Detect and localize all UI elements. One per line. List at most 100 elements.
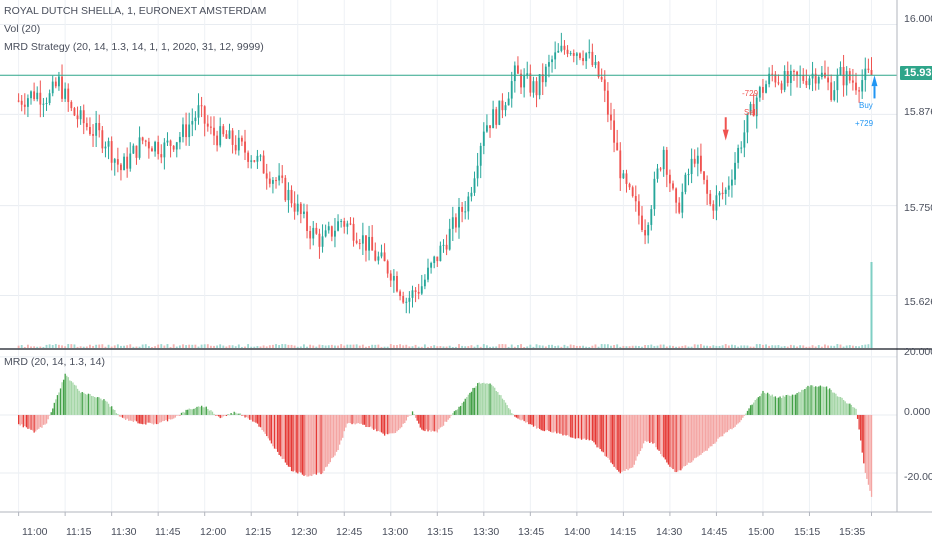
mrd-histogram-bar	[765, 393, 767, 415]
volume-bar	[182, 344, 184, 348]
volume-bar	[501, 344, 504, 348]
mrd-histogram-bar	[176, 414, 178, 416]
mrd-histogram-bar	[785, 395, 787, 415]
candle-body	[160, 154, 163, 158]
mrd-histogram-bar	[441, 414, 443, 427]
volume-bar	[228, 345, 231, 348]
candle-body	[520, 73, 522, 88]
candle-body	[495, 109, 498, 125]
mrd-histogram-bar	[270, 414, 273, 444]
volume-bar	[191, 344, 194, 348]
volume-bar	[411, 346, 414, 348]
volume-bar	[26, 344, 29, 348]
candle-body	[529, 73, 532, 93]
mrd-histogram-bar	[540, 414, 542, 431]
time-tick: 13:00	[382, 526, 409, 538]
mrd-histogram-bar	[599, 414, 601, 450]
volume-bar	[247, 344, 250, 348]
mrd-histogram-bar	[62, 379, 65, 415]
mrd-histogram-bar	[284, 414, 287, 463]
volume-bar	[659, 344, 662, 348]
volume-bar	[157, 344, 160, 348]
candle-body	[358, 243, 361, 245]
volume-bar	[237, 344, 240, 348]
candle-body	[203, 106, 206, 124]
mrd-histogram-bar	[624, 414, 626, 472]
candle-body	[64, 88, 67, 99]
mrd-histogram-bar	[281, 414, 283, 460]
mrd-histogram-bar	[791, 394, 794, 415]
candle-body	[262, 155, 265, 174]
candle-body	[321, 236, 324, 247]
volume-bar	[414, 344, 417, 348]
mrd-histogram-bar	[503, 400, 505, 415]
candle-body	[755, 97, 758, 117]
mrd-histogram-bar	[745, 413, 747, 415]
mrd-histogram-bar	[452, 413, 454, 415]
mrd-histogram-bar	[700, 414, 702, 455]
mrd-histogram-bar	[490, 384, 493, 415]
volume-bar	[538, 345, 541, 348]
mrd-histogram-bar	[514, 414, 516, 417]
mrd-histogram-bar	[602, 414, 604, 453]
mrd-histogram-bar	[615, 414, 617, 469]
mrd-histogram-bar	[214, 414, 217, 416]
candle-body	[51, 81, 54, 94]
mrd-histogram-bar	[720, 414, 722, 437]
volume-bar	[33, 346, 36, 348]
volume-bar	[606, 344, 609, 348]
mrd-histogram-bar	[856, 414, 859, 419]
mrd-histogram-bar	[525, 414, 527, 423]
volume-bar	[569, 344, 572, 348]
candle-body	[265, 173, 268, 179]
mrd-histogram-bar	[230, 413, 232, 415]
mrd-histogram-bar	[604, 414, 606, 456]
candle-body	[324, 230, 327, 237]
volume-bar	[771, 345, 774, 348]
time-tick: 13:30	[473, 526, 500, 538]
mrd-histogram-bar	[112, 409, 114, 415]
mrd-histogram-bar	[633, 414, 635, 465]
mrd-histogram-bar	[459, 405, 462, 415]
mrd-histogram-bar	[363, 414, 366, 425]
mrd-histogram-bar	[737, 414, 739, 424]
mrd-histogram-bar	[259, 414, 262, 428]
mrd-histogram-bar	[824, 386, 826, 415]
volume-bar	[194, 344, 197, 348]
mrd-histogram-bar	[590, 414, 592, 440]
volume-bar	[637, 346, 640, 348]
mrd-histogram-bar	[22, 414, 24, 428]
mrd-histogram-bar	[50, 412, 52, 415]
volume-bar	[588, 346, 591, 348]
mrd-histogram-bar	[655, 414, 657, 448]
volume-bar	[470, 345, 473, 348]
mrd-histogram-bar	[232, 414, 234, 415]
candle-body	[172, 145, 175, 150]
mrd-histogram-bar	[532, 414, 535, 427]
volume-bar	[209, 345, 212, 348]
mrd-histogram-bar	[779, 396, 781, 415]
mrd-histogram-bar	[47, 414, 49, 420]
candle-body	[774, 74, 777, 83]
volume-bar	[160, 344, 163, 348]
volume-bar	[842, 346, 845, 348]
volume-bar	[752, 346, 755, 348]
candle-body	[830, 82, 833, 100]
mrd-histogram-bar	[539, 414, 541, 429]
candle-body	[42, 103, 45, 105]
mrd-histogram-bar	[160, 414, 162, 423]
mrd-histogram-bar	[562, 414, 564, 436]
volume-bar	[352, 344, 355, 348]
mrd-histogram-bar	[233, 411, 235, 415]
mrd-histogram-bar	[529, 414, 532, 425]
mrd-histogram-bar	[520, 414, 522, 421]
candle-body	[346, 223, 349, 227]
candle-body	[814, 73, 817, 84]
mrd-histogram-bar	[323, 414, 325, 471]
volume-bar	[575, 345, 578, 348]
volume-bar	[765, 344, 767, 348]
mrd-tick-0: 0.000	[904, 406, 931, 418]
mrd-histogram-bar	[515, 414, 518, 418]
mrd-histogram-bar	[207, 408, 209, 415]
mrd-histogram-bar	[38, 414, 40, 429]
